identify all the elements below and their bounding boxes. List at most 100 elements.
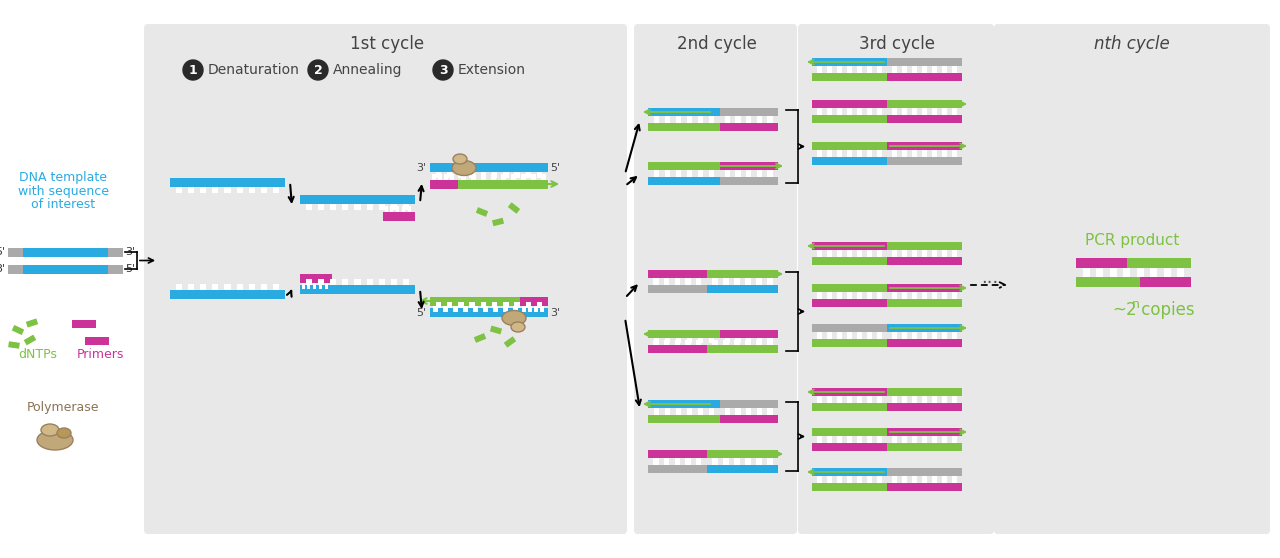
Bar xyxy=(685,340,690,345)
Bar xyxy=(902,476,908,481)
Bar xyxy=(696,340,701,345)
Bar xyxy=(952,292,957,297)
Bar xyxy=(858,68,861,73)
Bar xyxy=(302,283,305,289)
Bar xyxy=(932,396,937,401)
Bar xyxy=(300,274,332,283)
Bar xyxy=(654,408,659,413)
Bar xyxy=(902,294,908,299)
Bar xyxy=(812,388,887,396)
Bar xyxy=(887,142,963,150)
Bar xyxy=(858,66,861,71)
Bar xyxy=(696,458,701,463)
Bar xyxy=(837,108,842,113)
Bar xyxy=(474,306,477,312)
Bar xyxy=(470,302,475,308)
Bar xyxy=(911,108,916,113)
Bar xyxy=(877,292,882,297)
Bar xyxy=(28,259,35,265)
Bar xyxy=(812,73,887,81)
Text: ~2: ~2 xyxy=(1112,301,1137,319)
Bar xyxy=(745,460,750,465)
Bar xyxy=(756,278,762,283)
Bar xyxy=(492,218,504,226)
Bar xyxy=(342,279,348,285)
Bar xyxy=(768,170,773,175)
Circle shape xyxy=(308,60,328,80)
Bar xyxy=(653,340,659,345)
Bar xyxy=(847,152,852,157)
Bar xyxy=(458,172,463,178)
Bar xyxy=(707,465,778,473)
Bar xyxy=(952,478,957,483)
Bar xyxy=(648,270,707,278)
Bar xyxy=(8,265,23,274)
Bar xyxy=(698,338,703,343)
Bar xyxy=(952,438,957,443)
Bar xyxy=(847,334,852,339)
Bar xyxy=(952,68,957,73)
Bar xyxy=(474,333,486,343)
Bar xyxy=(892,252,897,257)
Bar xyxy=(932,334,937,339)
Bar xyxy=(877,68,882,73)
Bar xyxy=(952,152,957,157)
Bar xyxy=(827,334,832,339)
Bar xyxy=(952,110,957,115)
Bar xyxy=(902,396,908,401)
Bar xyxy=(817,438,822,443)
Bar xyxy=(827,66,832,71)
Ellipse shape xyxy=(502,310,526,325)
Bar xyxy=(922,436,927,441)
Bar xyxy=(932,252,937,257)
Bar xyxy=(942,436,947,441)
Bar xyxy=(847,108,852,113)
Bar xyxy=(932,438,937,443)
Bar xyxy=(709,410,714,415)
Bar xyxy=(847,396,852,401)
Bar xyxy=(837,398,842,403)
Bar xyxy=(812,284,887,292)
Bar xyxy=(942,252,947,257)
Text: dNTPs: dNTPs xyxy=(19,349,58,362)
Bar xyxy=(504,336,516,348)
Bar xyxy=(942,110,947,115)
Bar xyxy=(745,278,750,283)
Bar xyxy=(745,340,750,345)
Bar xyxy=(867,108,872,113)
Bar xyxy=(430,180,458,189)
Bar xyxy=(892,152,897,157)
Bar xyxy=(911,396,916,401)
Bar xyxy=(536,172,543,178)
Bar xyxy=(521,174,526,180)
Bar xyxy=(261,187,266,193)
Bar xyxy=(654,118,659,123)
Bar xyxy=(534,306,538,312)
Ellipse shape xyxy=(511,322,525,332)
Bar xyxy=(877,110,882,115)
Bar xyxy=(887,339,963,347)
Bar xyxy=(867,150,872,155)
Bar xyxy=(932,332,937,337)
Bar xyxy=(402,206,404,212)
Bar xyxy=(887,443,963,451)
Bar xyxy=(664,410,669,415)
Bar xyxy=(17,259,20,265)
Bar xyxy=(837,478,842,483)
Bar xyxy=(902,398,908,403)
Bar xyxy=(892,66,897,71)
Bar xyxy=(736,118,741,123)
Bar xyxy=(664,278,669,283)
Bar xyxy=(438,174,442,180)
Bar xyxy=(858,250,861,255)
Bar xyxy=(733,278,740,283)
Bar xyxy=(686,116,692,121)
Bar xyxy=(887,468,963,476)
Bar xyxy=(99,345,101,350)
Bar xyxy=(712,280,718,285)
Bar xyxy=(812,443,887,451)
Bar xyxy=(736,172,741,177)
Bar xyxy=(736,116,741,121)
Text: 3': 3' xyxy=(125,247,136,257)
Bar xyxy=(867,252,872,257)
